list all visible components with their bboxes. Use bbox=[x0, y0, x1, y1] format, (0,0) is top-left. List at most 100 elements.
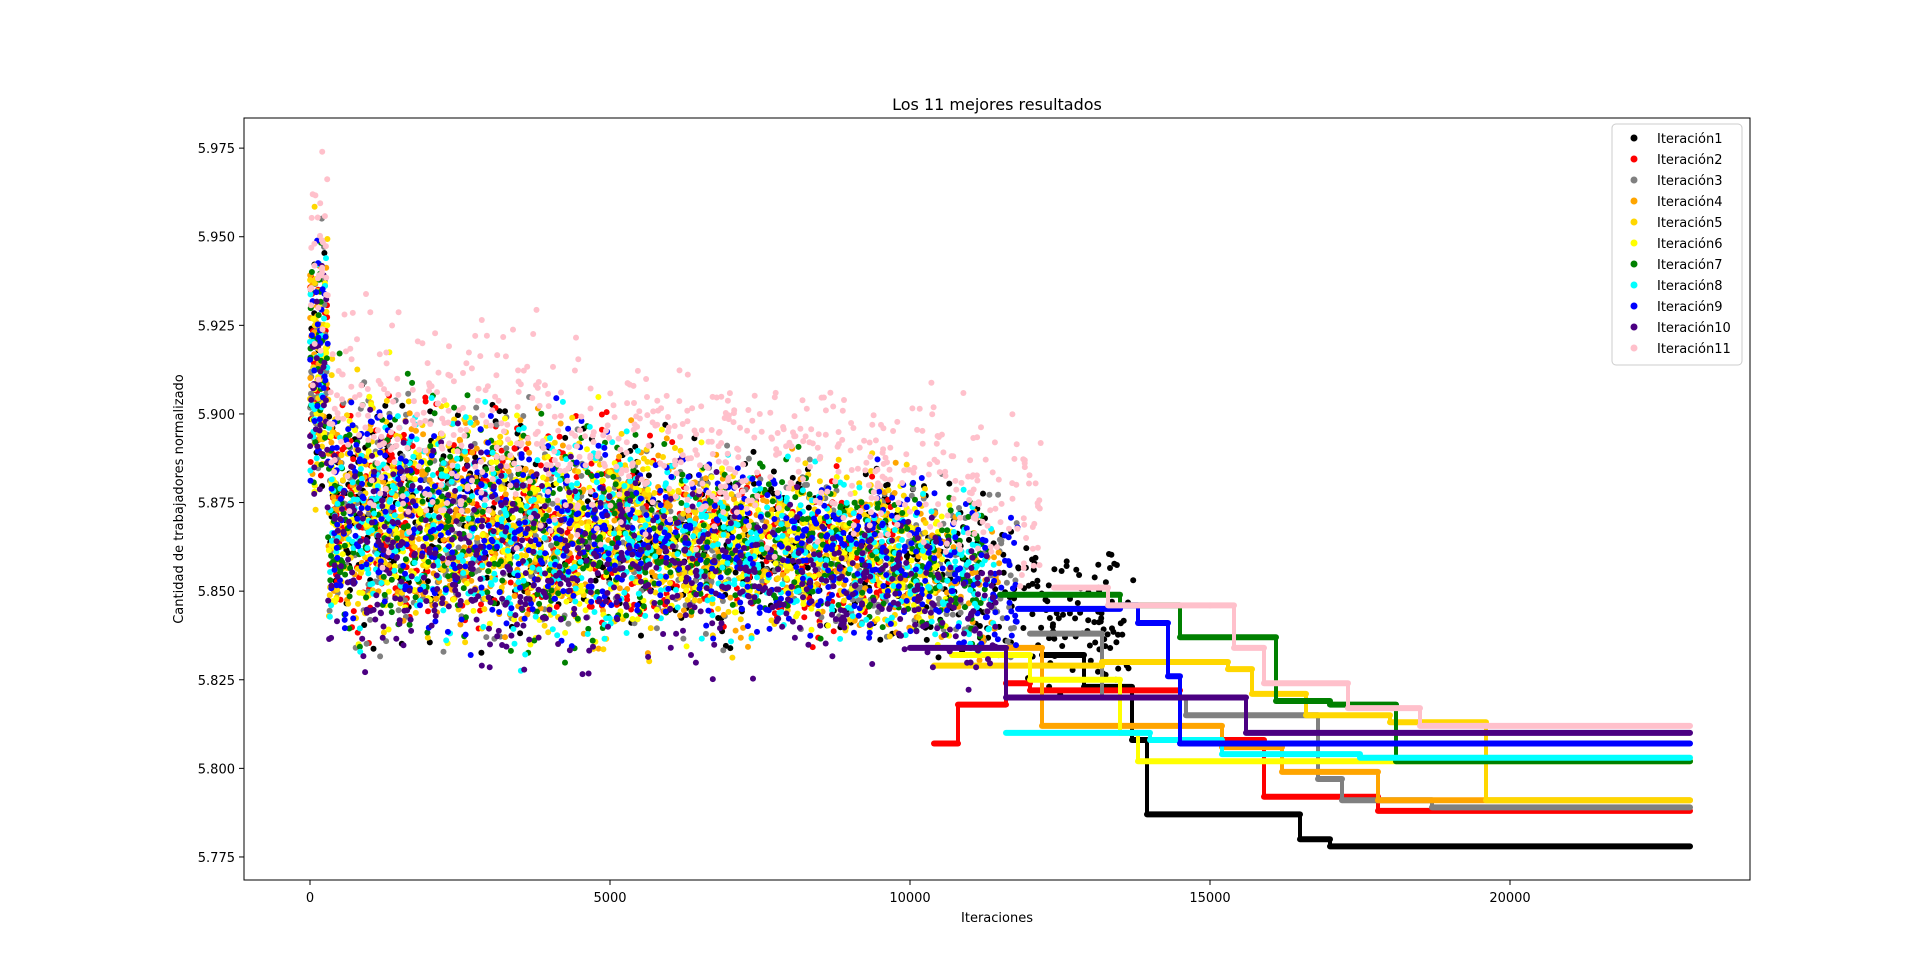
data-point bbox=[683, 643, 690, 650]
data-point bbox=[651, 490, 658, 496]
data-point bbox=[468, 577, 475, 584]
data-point bbox=[949, 611, 956, 618]
data-point bbox=[702, 475, 709, 482]
data-point bbox=[891, 490, 898, 496]
data-point bbox=[1058, 568, 1065, 574]
data-point bbox=[904, 525, 911, 532]
data-point bbox=[536, 600, 543, 607]
data-point bbox=[537, 462, 544, 469]
data-point bbox=[502, 408, 508, 415]
data-point bbox=[691, 597, 698, 604]
data-point bbox=[768, 506, 775, 513]
data-point bbox=[509, 522, 516, 529]
data-point bbox=[816, 478, 823, 485]
data-point bbox=[377, 653, 384, 660]
data-point bbox=[363, 522, 369, 528]
data-point bbox=[483, 634, 490, 641]
data-point bbox=[703, 559, 710, 566]
data-point bbox=[995, 549, 1002, 556]
data-point bbox=[440, 536, 447, 543]
data-point bbox=[715, 615, 722, 621]
data-point bbox=[1091, 619, 1098, 626]
data-point bbox=[498, 486, 505, 492]
data-point bbox=[682, 602, 689, 609]
data-point bbox=[541, 622, 548, 629]
data-point bbox=[457, 437, 464, 444]
data-point bbox=[804, 564, 811, 571]
data-point bbox=[922, 529, 929, 536]
data-point bbox=[425, 608, 431, 615]
data-point bbox=[935, 547, 942, 554]
data-point bbox=[580, 565, 587, 572]
data-point bbox=[352, 427, 359, 434]
data-point bbox=[425, 558, 432, 565]
data-point bbox=[384, 579, 391, 586]
data-point bbox=[660, 454, 666, 460]
data-point bbox=[775, 575, 781, 582]
data-point bbox=[780, 525, 787, 532]
data-point bbox=[588, 460, 595, 467]
data-point bbox=[792, 494, 799, 501]
data-point bbox=[804, 516, 810, 522]
data-point bbox=[640, 466, 647, 473]
data-point bbox=[397, 567, 404, 574]
data-point bbox=[535, 494, 542, 501]
data-point bbox=[1051, 566, 1058, 573]
data-point bbox=[339, 477, 346, 484]
data-point bbox=[473, 445, 480, 452]
data-point bbox=[345, 600, 352, 607]
data-point bbox=[578, 520, 585, 526]
data-point bbox=[700, 552, 707, 559]
data-point bbox=[946, 480, 953, 487]
data-point bbox=[1046, 615, 1053, 621]
data-point bbox=[493, 421, 500, 428]
data-point bbox=[775, 527, 782, 534]
data-point bbox=[669, 439, 676, 446]
data-point bbox=[652, 543, 659, 550]
data-point bbox=[709, 600, 716, 607]
data-point bbox=[1063, 563, 1070, 569]
data-point bbox=[595, 645, 602, 652]
data-point bbox=[908, 557, 915, 564]
data-point bbox=[380, 478, 387, 485]
data-point bbox=[635, 459, 642, 466]
data-point bbox=[545, 629, 552, 636]
data-point bbox=[363, 640, 370, 647]
data-point bbox=[509, 514, 516, 521]
data-point bbox=[779, 479, 786, 486]
data-point bbox=[520, 413, 527, 419]
data-point bbox=[657, 599, 664, 606]
data-point bbox=[745, 455, 752, 462]
data-point bbox=[478, 601, 484, 608]
data-point bbox=[719, 559, 726, 566]
data-point bbox=[980, 490, 986, 497]
data-point bbox=[399, 529, 405, 536]
data-point bbox=[556, 433, 563, 440]
data-point bbox=[469, 449, 476, 456]
data-point bbox=[986, 491, 993, 498]
data-point bbox=[725, 608, 732, 615]
data-point bbox=[307, 459, 314, 465]
data-point bbox=[424, 568, 431, 575]
data-point bbox=[324, 236, 331, 242]
data-point bbox=[556, 485, 563, 492]
data-point bbox=[334, 506, 341, 513]
data-point bbox=[1025, 582, 1032, 589]
data-point bbox=[935, 654, 942, 661]
data-point bbox=[454, 412, 461, 419]
data-point bbox=[534, 608, 540, 615]
data-point bbox=[606, 469, 613, 476]
data-point bbox=[447, 453, 454, 460]
data-point bbox=[1038, 624, 1045, 631]
data-point bbox=[416, 453, 422, 460]
data-point bbox=[667, 580, 673, 586]
data-point bbox=[551, 439, 558, 446]
data-point bbox=[326, 607, 333, 614]
data-point bbox=[346, 625, 353, 632]
data-point bbox=[811, 573, 818, 580]
data-point bbox=[922, 520, 929, 526]
data-point bbox=[440, 648, 447, 655]
data-point bbox=[644, 458, 651, 465]
data-point bbox=[868, 468, 874, 474]
